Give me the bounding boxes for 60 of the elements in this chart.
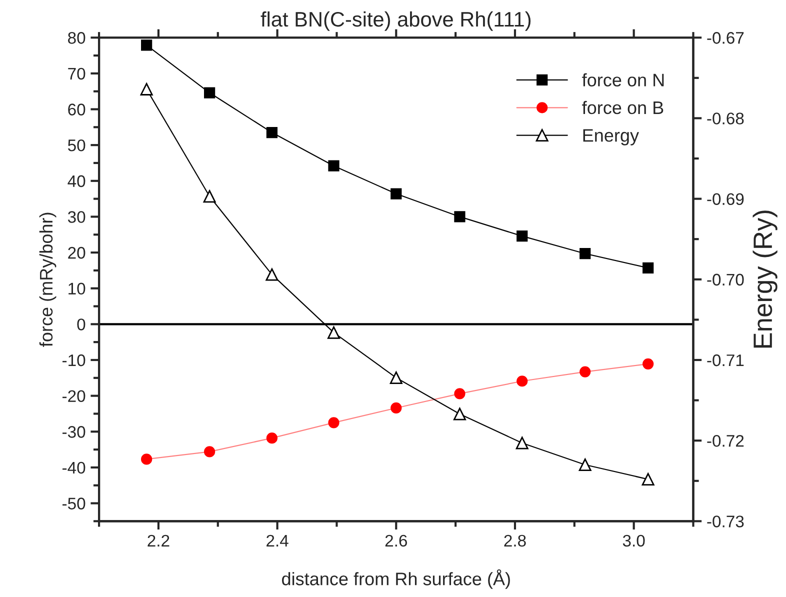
point [580,366,591,378]
y2-tick-label: -0.70 [707,274,744,286]
x-tick-label: 2.2 [148,534,170,546]
point [390,188,402,200]
y-tick-label: -10 [62,354,86,366]
point [390,402,402,414]
y-tick-label: 0 [77,318,86,330]
y-tick-label: 40 [68,175,86,188]
y2-tick-label: -0.73 [707,516,744,528]
x-axis-title: distance from Rh surface (Å) [282,569,510,589]
point [204,87,216,98]
y2-tick-label: -0.69 [707,193,744,206]
point [328,326,340,339]
point [642,473,654,486]
point [328,417,340,428]
y2-tick-label: -0.67 [707,32,744,44]
point [266,432,278,444]
point [642,358,654,370]
legend-label: Energy [583,129,639,146]
legend-label: force on N [582,73,664,86]
point [453,408,466,420]
y-tick-label: -30 [62,426,86,438]
legend-label: force on B [582,100,664,114]
x-tick-label: 2.8 [504,534,526,547]
point [266,268,278,281]
point [516,436,528,450]
y2-tick-label: -0.68 [707,112,744,124]
point [141,454,152,465]
y-tick-label: -50 [62,498,86,510]
y-tick-label: 60 [68,104,86,116]
y-tick-label: 20 [68,246,86,259]
point [203,190,216,203]
chart-title: flat BN(C-site) above Rh(111) [260,11,531,31]
point [141,40,152,51]
point [454,211,466,222]
point [266,126,278,138]
point [642,262,654,274]
point [580,248,591,260]
y-tick-label: 70 [68,68,86,80]
point [578,458,592,472]
point [328,160,340,172]
point [516,376,528,387]
y2-axis-title: Energy (Ry) [752,210,778,348]
y-tick-label: 30 [68,211,86,223]
point [140,82,153,96]
point [390,371,402,384]
y-tick-label: 10 [68,282,86,295]
y2-tick-label: -0.72 [707,434,744,447]
x-tick-label: 2.4 [266,534,288,546]
x-tick-label: 3.0 [622,534,645,547]
point [516,230,528,242]
y2-tick-label: -0.71 [707,354,744,366]
y-tick-label: 80 [68,32,86,44]
y-tick-label: 50 [68,139,86,152]
y-tick-label: -40 [62,462,86,474]
point [454,388,466,400]
y-axis-title: force (mRy/bohr) [39,212,56,347]
x-tick-label: 2.6 [385,534,407,547]
y-tick-label: -20 [62,390,86,402]
point [204,446,216,458]
